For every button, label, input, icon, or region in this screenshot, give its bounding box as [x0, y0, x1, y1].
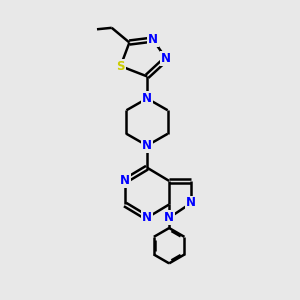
Text: N: N: [142, 211, 152, 224]
Text: N: N: [142, 139, 152, 152]
Text: S: S: [116, 60, 125, 73]
Text: N: N: [186, 196, 196, 209]
Text: N: N: [120, 174, 130, 188]
Text: N: N: [142, 92, 152, 105]
Text: N: N: [161, 52, 171, 65]
Text: N: N: [148, 33, 158, 46]
Text: N: N: [164, 211, 174, 224]
